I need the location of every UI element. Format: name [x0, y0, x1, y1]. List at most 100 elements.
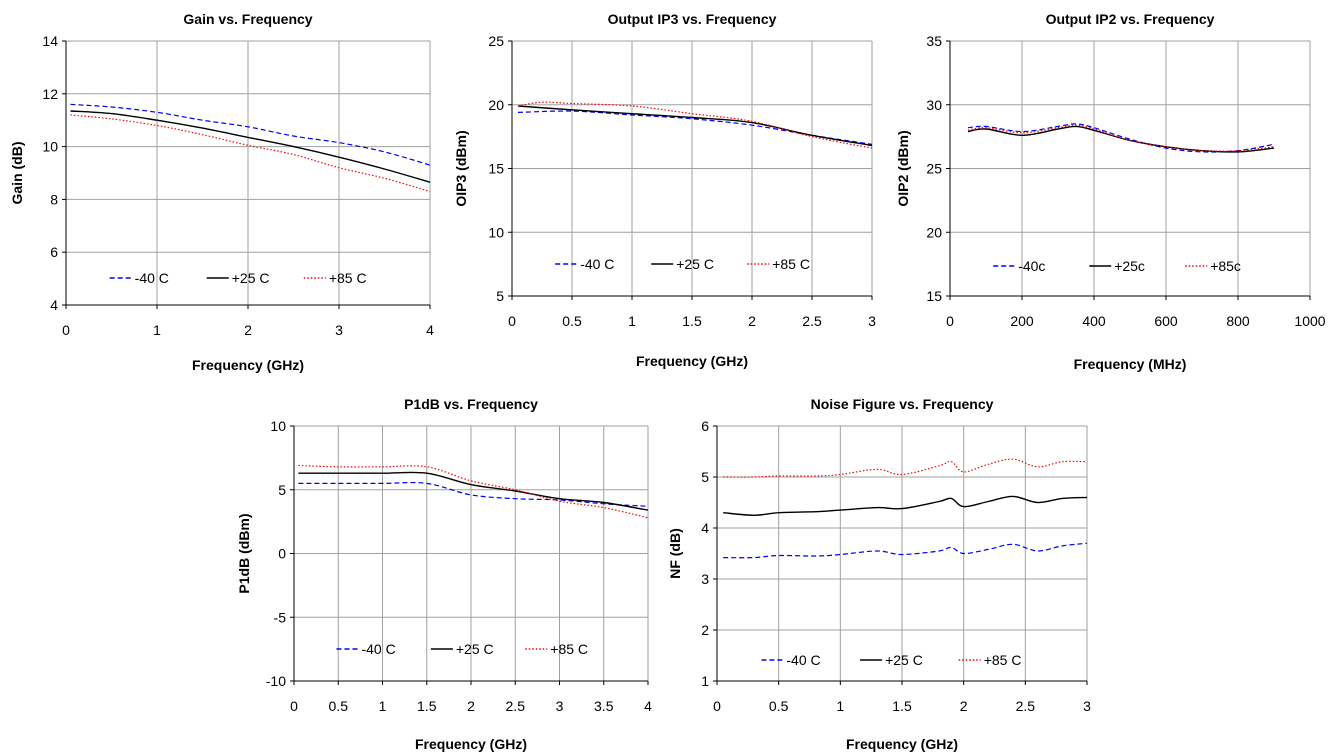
x-tick-label: 0: [508, 313, 516, 329]
legend-label: +25 C: [456, 641, 494, 657]
legend-label: +85 C: [984, 652, 1022, 668]
y-tick-label: 3: [701, 571, 709, 587]
chart-3: 15 20 25 30 35 0 200 400 600 800 1000 Output IP2 vs…: [895, 11, 1326, 372]
x-tick-label: 2: [467, 698, 475, 714]
series-line: [517, 105, 873, 147]
y-tick-label: -10: [266, 673, 286, 689]
x-tick-label: 1.5: [417, 698, 437, 714]
chart-5: 1 2 3 4 5 6 0 0.5 1 1.5 2 2.5 3 Noise Figure vs. Freq…: [667, 396, 1091, 752]
x-tick-label: 3.5: [594, 698, 614, 714]
x-tick-label: 2.5: [506, 698, 526, 714]
series-line: [967, 123, 1275, 153]
y-tick-label: 20: [926, 224, 942, 240]
x-tick-label: 0: [290, 698, 298, 714]
x-tick-label: 400: [1082, 313, 1106, 329]
x-tick-label: 600: [1154, 313, 1178, 329]
x-tick-label: 3: [868, 313, 876, 329]
x-tick-label: 200: [1010, 313, 1034, 329]
y-tick-label: 30: [926, 97, 942, 113]
x-tick-label: 1: [379, 698, 387, 714]
y-tick-label: 20: [488, 97, 504, 113]
legend-label: +25 C: [232, 270, 270, 286]
chart-title: P1dB vs. Frequency: [404, 396, 538, 412]
y-tick-label: 6: [701, 418, 709, 434]
legend-label: +85 C: [772, 256, 810, 272]
x-tick-label: 0.5: [769, 698, 789, 714]
x-tick-label: 1.5: [682, 313, 702, 329]
legend-label: -40 C: [580, 256, 614, 272]
series-line: [517, 101, 873, 149]
series-line: [70, 114, 431, 193]
y-axis-label: OIP2 (dBm): [895, 130, 911, 206]
chart-4: -10 -5 0 5 10 0 0.5 1 1.5 2 2.5 3 3.5 4 P1dB vs. Frequ…: [236, 396, 652, 752]
legend-label: +25c: [1114, 258, 1145, 274]
x-tick-label: 0: [62, 322, 70, 338]
x-tick-label: 1000: [1294, 313, 1325, 329]
y-tick-label: 5: [701, 469, 709, 485]
x-tick-label: 0: [946, 313, 954, 329]
y-tick-label: 4: [50, 297, 58, 313]
x-axis-label: Frequency (GHz): [636, 353, 748, 369]
x-tick-label: 2.5: [1016, 698, 1036, 714]
y-tick-label: 8: [50, 191, 58, 207]
x-tick-label: 3: [556, 698, 564, 714]
y-tick-label: 10: [488, 224, 504, 240]
legend-label: -40 C: [135, 270, 169, 286]
legend-label: -40c: [1018, 258, 1045, 274]
series-line: [298, 464, 649, 519]
series-line: [723, 458, 1088, 478]
chart-title: Output IP2 vs. Frequency: [1046, 11, 1215, 27]
x-tick-label: 1.5: [892, 698, 912, 714]
y-axis-label: Gain (dB): [9, 142, 25, 205]
y-tick-label: 5: [496, 288, 504, 304]
series-line: [70, 103, 431, 166]
series-line: [517, 110, 873, 145]
legend-label: +85 C: [550, 641, 588, 657]
legend-label: -40 C: [786, 652, 820, 668]
legend-label: +25 C: [676, 256, 714, 272]
x-tick-label: 2: [960, 698, 968, 714]
series-line: [967, 125, 1275, 153]
y-tick-label: 15: [926, 288, 942, 304]
y-tick-label: 1: [701, 673, 709, 689]
legend-label: -40 C: [361, 641, 395, 657]
series-line: [298, 471, 649, 511]
y-tick-label: 0: [278, 546, 286, 562]
x-tick-label: 3: [1083, 698, 1091, 714]
x-tick-label: 0: [713, 698, 721, 714]
series-line: [967, 124, 1275, 152]
chart-2: 5 10 15 20 25 0 0.5 1 1.5 2 2.5 3 Output IP3 vs. Fre…: [453, 11, 876, 369]
series-line: [298, 481, 649, 507]
y-tick-label: 25: [488, 33, 504, 49]
y-tick-label: 14: [42, 33, 58, 49]
x-tick-label: 800: [1226, 313, 1250, 329]
y-tick-label: 25: [926, 161, 942, 177]
legend-label: +85c: [1210, 258, 1241, 274]
x-tick-label: 3: [335, 322, 343, 338]
series-line: [70, 110, 431, 183]
y-tick-label: 10: [270, 418, 286, 434]
y-axis-label: OIP3 (dBm): [453, 130, 469, 206]
y-tick-label: -5: [274, 609, 287, 625]
y-tick-label: 5: [278, 482, 286, 498]
y-axis-label: NF (dB): [667, 528, 683, 579]
x-tick-label: 0.5: [562, 313, 582, 329]
y-axis-label: P1dB (dBm): [236, 513, 252, 593]
y-tick-label: 10: [42, 139, 58, 155]
x-tick-label: 1: [153, 322, 161, 338]
x-tick-label: 4: [426, 322, 434, 338]
legend-label: +85 C: [329, 270, 367, 286]
x-tick-label: 2: [748, 313, 756, 329]
x-tick-label: 2.5: [802, 313, 822, 329]
y-tick-label: 2: [701, 622, 709, 638]
x-tick-label: 2: [244, 322, 252, 338]
y-tick-label: 4: [701, 520, 709, 536]
x-axis-label: Frequency (GHz): [846, 736, 958, 752]
x-tick-label: 0.5: [329, 698, 349, 714]
x-tick-label: 1: [836, 698, 844, 714]
x-axis-label: Frequency (MHz): [1074, 356, 1187, 372]
y-tick-label: 35: [926, 33, 942, 49]
x-tick-label: 1: [628, 313, 636, 329]
x-axis-label: Frequency (GHz): [415, 736, 527, 752]
